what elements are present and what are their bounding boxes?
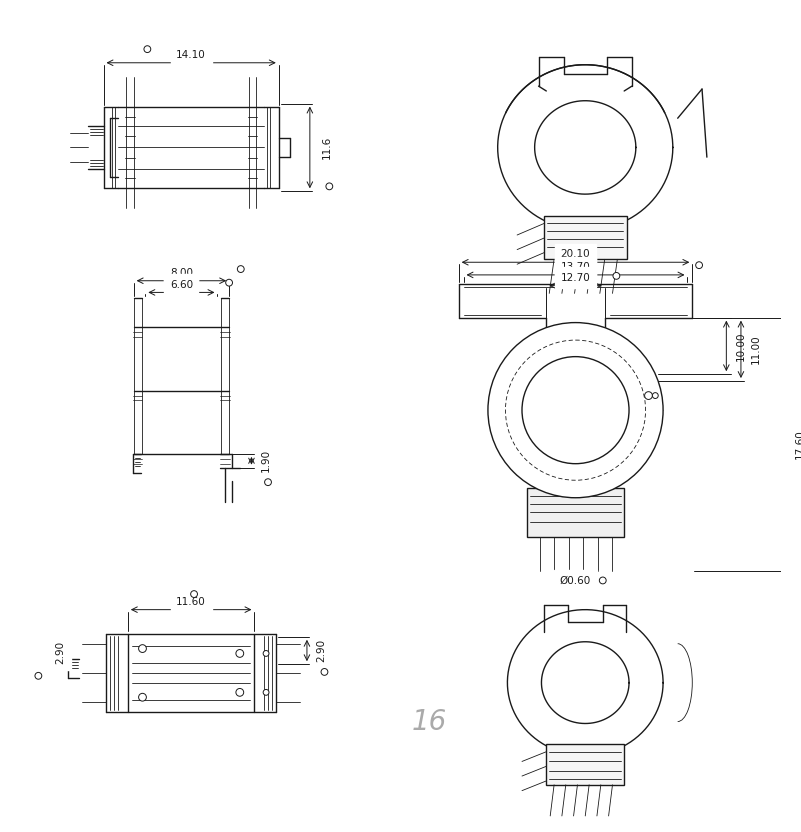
Bar [545, 215, 627, 260]
Text: 16: 16 [412, 707, 447, 735]
Circle shape [139, 693, 147, 701]
Text: 11.6: 11.6 [321, 136, 332, 159]
Circle shape [226, 280, 232, 286]
Circle shape [599, 577, 606, 584]
Text: 13.70: 13.70 [561, 262, 590, 272]
Text: 12.70: 12.70 [561, 273, 590, 283]
Text: 1.90: 1.90 [261, 449, 272, 473]
Circle shape [236, 688, 244, 696]
Text: 8.00: 8.00 [170, 268, 193, 278]
Circle shape [522, 357, 629, 463]
Circle shape [264, 651, 269, 656]
Bar [128, 634, 255, 712]
Text: 2.90: 2.90 [55, 641, 66, 664]
Circle shape [645, 392, 652, 399]
Text: 11.60: 11.60 [176, 597, 206, 607]
Circle shape [264, 478, 272, 486]
Text: 2.90: 2.90 [316, 639, 327, 662]
Circle shape [264, 690, 269, 696]
Circle shape [35, 672, 42, 679]
Text: 6.60: 6.60 [170, 280, 193, 290]
Text: 20.10: 20.10 [561, 250, 590, 260]
Circle shape [236, 650, 244, 657]
Circle shape [793, 455, 800, 463]
Circle shape [326, 183, 332, 190]
Circle shape [652, 393, 658, 399]
Circle shape [191, 591, 198, 597]
Text: 11.00: 11.00 [751, 334, 761, 364]
Circle shape [139, 645, 147, 652]
Bar [546, 744, 624, 785]
Text: 17.60: 17.60 [795, 429, 801, 459]
Text: 10.00: 10.00 [736, 331, 746, 361]
Text: 14.10: 14.10 [176, 50, 206, 60]
Circle shape [613, 272, 620, 280]
Circle shape [237, 265, 244, 272]
Circle shape [696, 262, 702, 269]
Text: Ø0.60: Ø0.60 [560, 576, 591, 586]
Circle shape [144, 46, 151, 52]
Circle shape [321, 669, 328, 676]
Circle shape [488, 323, 663, 498]
Bar [527, 488, 624, 537]
